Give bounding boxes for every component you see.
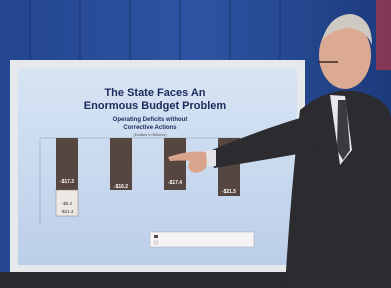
lower-label: -$5.2 [62,201,73,206]
bar-label: -$17.4 [168,180,182,186]
lower-label: -$21.4 [61,209,74,214]
screen-units: (Dollars in Billions) [133,132,167,137]
screen-title: The State Faces An [104,87,205,99]
legend-swatch [154,241,158,244]
bar-label: -$21.5 [222,189,236,195]
screen-title: Enormous Budget Problem [84,100,227,112]
flag [376,0,391,70]
bar-label: -$17.3 [60,179,74,185]
screen-subtitle: Operating Deficits without [113,117,188,123]
photo: The State Faces An Enormous Budget Probl… [0,0,391,288]
bar-label: -$16.2 [114,184,128,190]
legend-box [150,232,254,247]
screen-subtitle: Corrective Actions [123,125,177,131]
bar [110,138,132,190]
legend-swatch [154,235,158,238]
cuff [206,150,216,166]
page: {"screen": { "title_lines": ["The State … [0,0,391,288]
